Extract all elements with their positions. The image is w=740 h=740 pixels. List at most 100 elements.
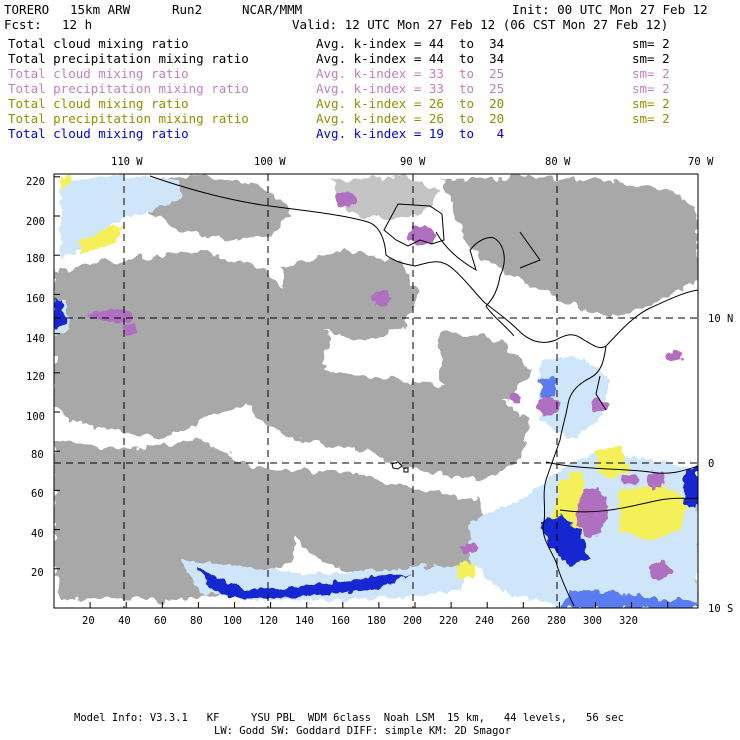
- legend-row: Total cloud mixing ratio: [8, 96, 189, 111]
- legend-kidx: Avg. k-index = 33 to 25: [316, 81, 505, 96]
- x-tick-label: 300: [583, 615, 602, 627]
- legend-row: Total precipitation mixing ratio: [8, 111, 249, 126]
- legend-kidx: Avg. k-index = 26 to 20: [316, 96, 505, 111]
- gray-cloud-field: [54, 176, 698, 606]
- title-resolution: 15km ARW: [70, 2, 131, 17]
- fcst-label: Fcst:: [4, 17, 42, 32]
- y-tick-label: 40: [31, 528, 44, 540]
- blue-patch: [560, 590, 698, 608]
- title-model: TORERO: [4, 2, 50, 17]
- x-tick-label: 60: [154, 615, 167, 627]
- legend-field: Total precipitation mixing ratio: [8, 111, 249, 126]
- blue-patch: [540, 516, 590, 566]
- purple-patch: [462, 542, 478, 554]
- fcst-value: 12 h: [62, 17, 93, 32]
- x-tick-labels: 20 40 60 80 100 120 140 160 180 200 220 …: [82, 615, 638, 627]
- legend-row: Total precipitation mixing ratio: [8, 51, 249, 66]
- lon-label: 110 W: [111, 156, 143, 168]
- legend-field: Total cloud mixing ratio: [8, 96, 189, 111]
- legend-sm: sm= 2: [632, 66, 670, 81]
- y-tick-label: 220: [26, 176, 45, 188]
- coastlines: [149, 175, 698, 607]
- legend-kidx: Avg. k-index = 19 to 4: [316, 126, 505, 141]
- legend-kidx: Avg. k-index = 26 to 20: [316, 111, 505, 126]
- y-tick-label: 60: [31, 488, 44, 500]
- title-run: Run2: [172, 2, 203, 17]
- lon-labels: 110 W 100 W 90 W 80 W 70 W: [111, 156, 714, 168]
- x-tick-label: 40: [118, 615, 131, 627]
- purple-patch: [508, 393, 520, 403]
- blue-patch: [54, 300, 66, 330]
- lat-label: 0: [708, 458, 714, 470]
- purple-patch: [373, 290, 391, 306]
- gray-patch: [440, 330, 530, 410]
- yellow-patch: [456, 562, 476, 580]
- y-tick-label: 20: [31, 567, 44, 579]
- lat-label: 10 S: [708, 603, 733, 615]
- purple-patch: [88, 310, 132, 322]
- gray-patch: [440, 176, 698, 320]
- x-tick-label: 320: [619, 615, 638, 627]
- legend-sm: sm= 2: [632, 36, 670, 51]
- legend-row: Total cloud mixing ratio: [8, 66, 189, 81]
- purple-patch: [592, 399, 608, 413]
- x-tick-label: 120: [259, 615, 278, 627]
- x-tick-label: 280: [547, 615, 566, 627]
- legend-field: Total precipitation mixing ratio: [8, 81, 249, 96]
- legend-sm: sm= 2: [632, 81, 670, 96]
- yellow-patch: [80, 224, 124, 254]
- x-tick-label: 100: [223, 615, 242, 627]
- legend-field: Total cloud mixing ratio: [8, 36, 189, 51]
- y-tick-label: 100: [26, 411, 45, 423]
- legend-sm: sm= 2: [632, 51, 670, 66]
- legend-field: Total cloud mixing ratio: [8, 66, 189, 81]
- blue-field: [54, 300, 698, 608]
- lat-labels: 10 N 0 10 S: [708, 313, 733, 615]
- init-time: Init: 00 UTC Mon 27 Feb 12: [512, 2, 708, 17]
- field-layer: [54, 175, 698, 608]
- lon-label: 80 W: [545, 156, 571, 168]
- blue-patch: [540, 376, 556, 398]
- axis-ticks: [53, 176, 669, 609]
- x-tick-label: 260: [511, 615, 530, 627]
- lon-label: 70 W: [688, 156, 714, 168]
- lat-label: 10 N: [708, 313, 733, 325]
- y-tick-labels: 220 200 180 160 140 120 100 80 60 40 20: [26, 176, 45, 579]
- legend-row: Total cloud mixing ratio: [8, 36, 189, 51]
- legend-row: Total precipitation mixing ratio: [8, 81, 249, 96]
- purple-patch: [622, 474, 638, 486]
- gray-patch: [54, 440, 300, 600]
- purple-patch: [536, 397, 560, 415]
- legend-kidx: Avg. k-index = 44 to 34: [316, 51, 505, 66]
- x-tick-label: 200: [403, 615, 422, 627]
- gray-patch: [150, 176, 290, 240]
- legend-kidx: Avg. k-index = 44 to 34: [316, 36, 505, 51]
- x-tick-label: 160: [331, 615, 350, 627]
- valid-time: Valid: 12 UTC Mon 27 Feb 12 (06 CST Mon …: [292, 17, 669, 32]
- legend-kidx: Avg. k-index = 33 to 25: [316, 66, 505, 81]
- y-tick-label: 120: [26, 371, 45, 383]
- title-org: NCAR/MMM: [242, 2, 303, 17]
- map-frame: [53, 173, 699, 609]
- legend-field: Total precipitation mixing ratio: [8, 51, 249, 66]
- legend-sm: sm= 2: [632, 111, 670, 126]
- x-tick-label: 20: [82, 615, 95, 627]
- model-info: Model Info: V3.3.1 KF YSU PBL WDM 6class…: [74, 712, 624, 724]
- y-tick-label: 180: [26, 253, 45, 265]
- x-tick-label: 240: [475, 615, 494, 627]
- blue-patch: [684, 466, 698, 508]
- blue-patch: [196, 566, 410, 598]
- x-tick-label: 220: [439, 615, 458, 627]
- purple-patch: [124, 322, 136, 338]
- gray-patch: [260, 470, 500, 580]
- purple-patch: [665, 350, 683, 362]
- gray-patch: [230, 370, 530, 480]
- lon-label: 90 W: [400, 156, 426, 168]
- legend-row: Total cloud mixing ratio: [8, 126, 189, 141]
- purple-patch: [408, 226, 436, 246]
- yellow-patch: [60, 176, 72, 188]
- y-tick-label: 140: [26, 333, 45, 345]
- legend-field: Total cloud mixing ratio: [8, 126, 189, 141]
- physics-info: LW: Godd SW: Goddard DIFF: simple KM: 2D…: [214, 725, 512, 737]
